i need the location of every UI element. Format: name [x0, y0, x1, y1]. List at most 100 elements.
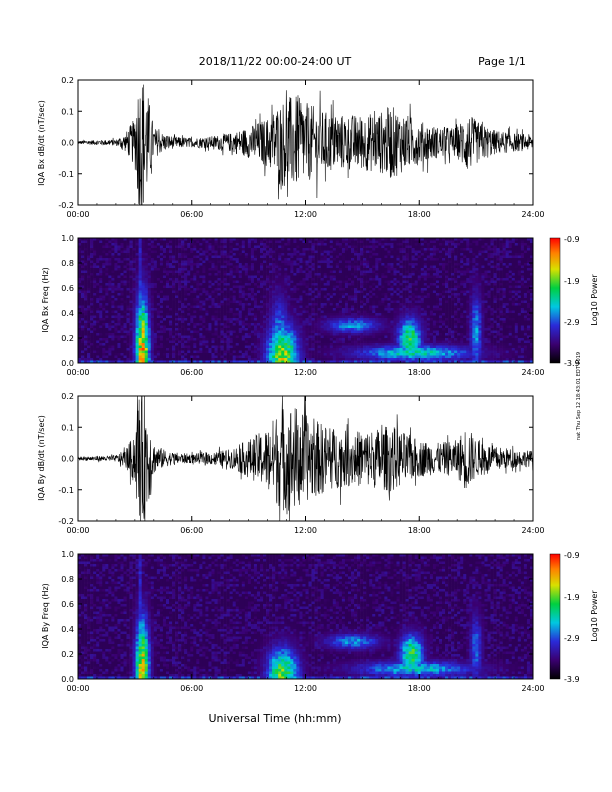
spectrogram-cell [105, 340, 109, 344]
spectrogram-cell [338, 340, 343, 344]
spectrogram-cell [302, 253, 306, 256]
spectrogram-cell [120, 295, 124, 299]
spectrogram-cell [141, 358, 146, 361]
spectrogram-cell [220, 343, 224, 346]
spectrogram-cell [284, 340, 288, 344]
spectrogram-cell [123, 358, 127, 361]
spectrogram-cell [214, 315, 218, 319]
spectrogram-cell [290, 265, 294, 269]
spectrogram-cell [217, 355, 221, 359]
spectrogram-cell [78, 360, 82, 364]
spectrogram-cell [372, 355, 376, 359]
spectrogram-cell [123, 238, 127, 241]
spectrogram-cell [329, 243, 334, 246]
spectrogram-cell [244, 250, 249, 254]
spectrogram-cell [360, 305, 364, 309]
spectrogram-cell [347, 265, 352, 269]
spectrogram-cell [193, 275, 197, 279]
spectrogram-cell [214, 355, 218, 359]
spectrogram-cell [372, 268, 376, 271]
spectrogram-cell [123, 333, 127, 336]
spectrogram-cell [317, 293, 321, 296]
spectrogram-cell [187, 328, 191, 331]
spectrogram-cell [78, 255, 82, 259]
spectrogram-cell [105, 250, 109, 254]
spectrogram-cell [90, 318, 94, 321]
spectrogram-cell [293, 353, 297, 356]
spectrogram-cell [247, 278, 252, 281]
spectrogram-cell [256, 238, 261, 241]
spectrogram-cell [302, 278, 306, 281]
spectrogram-cell [338, 310, 343, 314]
spectrogram-cell [329, 330, 334, 334]
spectrogram-cell [354, 275, 358, 279]
spectrogram-cell [229, 328, 233, 331]
spectrogram-cell [199, 248, 203, 251]
spectrogram-cell [232, 238, 237, 241]
spectrogram-cell [317, 315, 321, 319]
spectrogram-cell [141, 290, 146, 294]
spectrogram-cell [99, 340, 103, 344]
spectrogram-cell [126, 358, 130, 361]
spectrogram-cell [169, 325, 173, 329]
spectrogram-cell [263, 343, 267, 346]
spectrogram-cell [326, 358, 331, 361]
spectrogram-cell [184, 308, 188, 311]
spectrogram-cell [90, 348, 94, 351]
spectrogram-cell [108, 333, 112, 336]
spectrogram-cell [172, 250, 176, 254]
spectrogram-cell [302, 303, 306, 306]
spectrogram-cell [335, 298, 340, 301]
spectrogram-cell [184, 330, 188, 334]
spectrogram-cell [226, 258, 230, 261]
spectrogram-cell [211, 355, 215, 359]
spectrogram-cell [284, 350, 288, 354]
spectrogram-cell [232, 293, 237, 296]
spectrogram-cell [326, 290, 331, 294]
spectrogram-cell [287, 295, 291, 299]
spectrogram-cell [135, 310, 139, 314]
spectrogram-cell [290, 320, 294, 324]
spectrogram-cell [114, 238, 118, 241]
spectrogram-cell [120, 360, 124, 364]
spectrogram-cell [187, 253, 191, 256]
spectrogram-cell [117, 303, 121, 306]
spectrogram-cell [272, 335, 276, 339]
spectrogram-cell [272, 248, 276, 251]
spectrogram-cell [150, 300, 155, 304]
spectrogram-cell [147, 283, 152, 286]
spectrogram-cell [299, 253, 303, 256]
spectrogram-cell [196, 348, 200, 351]
spectrogram-cell [311, 300, 315, 304]
spectrogram-cell [347, 273, 352, 276]
spectrogram-cell [253, 298, 258, 301]
spectrogram-cell [196, 333, 200, 336]
spectrogram-cell [338, 250, 343, 254]
spectrogram-cell [235, 260, 240, 264]
spectrogram-cell [223, 245, 227, 249]
spectrogram-cell [150, 310, 155, 314]
spectrogram-cell [366, 250, 370, 254]
spectrogram-cell [217, 268, 221, 271]
spectrogram-cell [229, 323, 233, 326]
spectrogram-cell [229, 258, 233, 261]
spectrogram-cell [347, 240, 352, 244]
spectrogram-cell [153, 240, 158, 244]
spectrogram-cell [296, 280, 300, 284]
spectrogram-cell [244, 318, 249, 321]
spectrogram-cell [114, 293, 118, 296]
spectrogram-cell [187, 343, 191, 346]
spectrogram-cell [150, 360, 155, 364]
spectrogram-cell [99, 298, 103, 301]
spectrogram-cell [290, 340, 294, 344]
spectrogram-cell [147, 243, 152, 246]
spectrogram-cell [323, 328, 328, 331]
spectrogram-cell [320, 320, 324, 324]
spectrogram-cell [129, 353, 133, 356]
spectrogram-cell [190, 313, 194, 316]
spectrogram-cell [217, 315, 221, 319]
spectrogram-cell [78, 305, 82, 309]
spectrogram-cell [117, 310, 121, 314]
spectrogram-cell [87, 328, 91, 331]
spectrogram-cell [360, 353, 364, 356]
